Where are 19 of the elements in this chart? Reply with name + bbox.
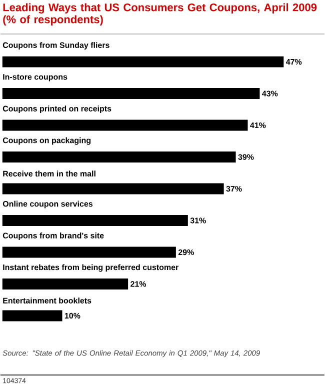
data-label: 43%	[262, 90, 278, 96]
y-tick-label: Coupons from Sunday fliers	[3, 42, 110, 50]
y-tick-label: Coupons printed on receipts	[3, 106, 112, 114]
y-tick-label: Entertainment booklets	[3, 298, 92, 304]
data-label: 21%	[130, 281, 146, 287]
chart-title: Leading Ways that US Consumers Get Coupons, April 2009 (% of respondents)	[3, 3, 317, 26]
y-tick-label: Receive them in the mall	[3, 170, 96, 177]
data-label: 10%	[65, 312, 80, 319]
y-tick-label: Instant rebates from being preferred customer	[3, 264, 179, 272]
data-label: 39%	[238, 154, 254, 160]
y-tick-label: Online coupon services	[3, 200, 93, 208]
data-label: 29%	[178, 249, 194, 256]
y-tick-label: In-store coupons	[3, 74, 68, 82]
y-tick-label: Coupons on packaging	[3, 137, 91, 145]
data-label: 37%	[226, 186, 242, 192]
data-label: 41%	[250, 122, 266, 128]
y-tick-label: Coupons from brand's site	[3, 232, 104, 240]
data-label: 31%	[190, 218, 206, 224]
data-label: 47%	[286, 58, 302, 65]
